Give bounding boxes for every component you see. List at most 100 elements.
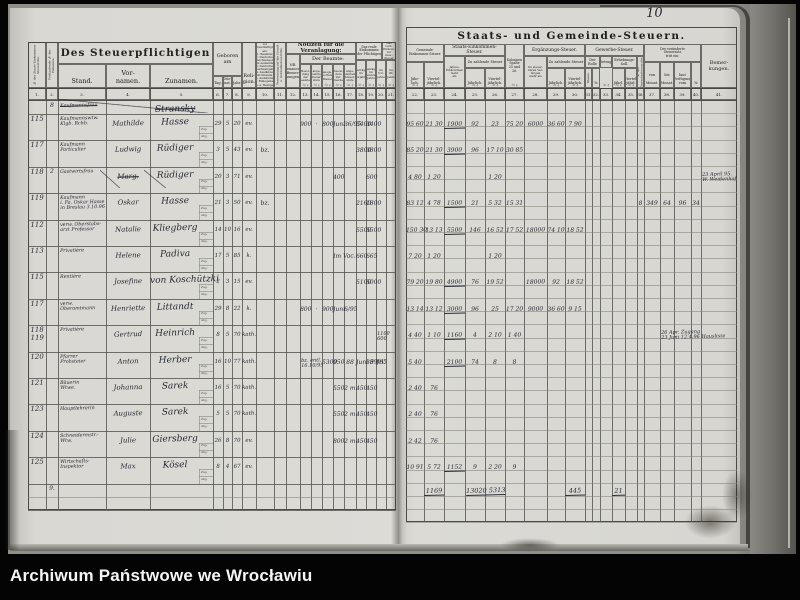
entry-birth-year: 70 [233,331,241,339]
entry-zuname: Sarek [161,380,189,392]
entry-left-value: 5000 [365,278,382,287]
currency-mark: ℳ ₰ [553,83,559,87]
right-page-title: Staats- und Gemeinde-Steuern. [457,29,686,42]
entry-stand: verw. Oberstabs- arzt Professor [60,221,102,233]
header-cell: Stand. [58,64,106,88]
entry-right-value: 1160 [444,332,466,341]
currency-mark: ℳ ₰ [511,83,518,87]
header-cell: Der veränderte Steuersatz tritt ein: [644,44,701,62]
minibox-label: Abg. [201,186,208,191]
entry-left-value: 900 [321,305,334,313]
grid-line [199,416,200,431]
entry-left-value: 2 m. [343,384,358,392]
header-cell: Jähr- lich. [406,62,424,88]
entry-left-value: 600 [365,173,378,181]
book-cover-edge [600,5,750,548]
header-cell: Jährlich. [547,68,565,88]
header-cell: № [592,68,600,88]
entry-left-value: 450 [365,384,378,392]
currency-mark: ℳ ₰ [412,83,418,87]
entry-right-value: 7 20 [408,252,422,260]
grid-line [199,442,213,444]
entry-birth-year: 85 [233,252,241,259]
column-number: 19. [366,88,376,100]
right-col-line [660,88,661,522]
right-col-line [691,88,692,522]
header-cell: im lfd. Jahre [386,60,396,88]
entry-left-value: 5500 [365,226,382,234]
header-cell: von Monat. [644,62,660,88]
entry-right-value: 1 20 [427,252,441,260]
entry-right-value: 1 20 [488,252,502,260]
right-row-line [406,192,737,194]
column-number: 31. [585,88,592,100]
column-number: 12. [286,88,300,100]
entry-left-value: 5300 [321,358,338,366]
right-col-line [547,88,548,522]
archive-caption: Archiwum Państwowe we Wrocławiu [10,566,313,585]
entry-birth-day: 3 [216,147,220,154]
header-cell: bis Monat. [660,62,674,88]
currency-mark: ℳ ₰ [378,83,384,87]
grid-line [199,442,200,458]
entry-number: 117 [30,299,44,308]
entry-number: 119 [30,193,44,203]
left-row-line [28,193,396,195]
column-number: 41. [701,88,737,100]
entry-left-value: 450 [355,437,368,445]
entry-birth-day: 16 [214,384,222,391]
entry-right-value: 5 40 [408,358,422,366]
grid-line [199,476,213,477]
entry-left-value: 450 [365,411,378,419]
grid-line [199,363,200,378]
grid-line [199,310,213,312]
right-row-line [406,139,737,141]
header-cell: Klasse. [585,68,592,88]
entry-right-value: 92 [552,279,560,287]
header-cell: Reli- gion. [242,42,256,88]
total-value: 13020 5313 [465,485,506,497]
entry-right-value: 1 20 [488,173,502,181]
entry-right-value: 3900 [444,147,466,156]
entry-left-value: 5500 [355,226,372,234]
minibox-label: Zug. [201,153,208,157]
grid-line [199,363,213,365]
entry-left-value: 800 [321,120,334,128]
page-number: 10 [645,5,663,21]
right-row-line [406,179,737,181]
entry-right-value: 7 90 [568,120,582,128]
grid-line [199,423,213,425]
header-cell: im Vor- jahre [376,60,386,88]
grid-line [199,178,213,180]
entry-right-value: 2 20 [488,463,502,472]
entry-right-value: 2 40 [408,410,422,419]
column-number: 37. [644,88,660,100]
entry-birth-month: 10 [223,226,232,233]
entry-right-value: 21 30 [425,120,443,128]
entry-birth-day: 8 [216,332,220,339]
grid-line [199,178,200,194]
entry-left-value: 88 [346,358,354,366]
entry-right-value: 4900 [444,279,466,288]
entry-stand: Kaufmann i. Fa. Oskar Hasse in Breslau 3… [60,195,105,212]
column-number: 17. [344,88,356,100]
header-cell: Der Beamte: [300,54,356,64]
entry-stand: Rentière [60,274,82,281]
entry-right-value: 18 52 [566,278,584,287]
entry-right-value: 17 10 [486,146,504,155]
entry-left-value: 2160 [355,199,372,208]
minibox-label: Abg. [201,133,208,138]
right-page [398,8,740,546]
entry-left-value: 6/95 [343,305,358,313]
strike-mark [58,99,208,113]
right-row-line [406,390,737,392]
header-cell: Viertel- jährlich. [565,68,585,88]
entry-right-value: 17 20 [505,305,524,313]
entry-right-value: 26 Apr. Zugang 23 Juni 12.4.96 Hausliste [660,329,726,342]
column-number: 36. [637,88,644,100]
entry-birth-day: 29 [214,120,222,127]
entry-vorname: Johanna [113,383,143,392]
entry-right-value: 8 [512,358,517,366]
entry-stand: Wirtschafts- Inspektor [60,459,90,471]
grid-line [199,152,200,167]
